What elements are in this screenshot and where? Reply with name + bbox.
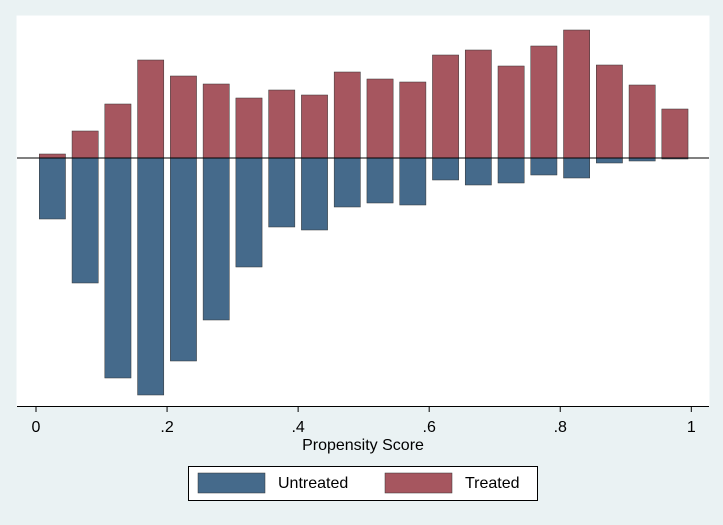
bar: [563, 157, 590, 179]
x-axis-title: Propensity Score: [302, 437, 424, 454]
bar: [596, 64, 623, 159]
bar: [530, 157, 558, 176]
bar: [399, 157, 427, 206]
bar: [170, 157, 197, 362]
x-tick-label: .2: [160, 419, 173, 436]
bar: [137, 157, 165, 396]
bar: [497, 157, 525, 184]
bar: [268, 89, 296, 159]
bar: [399, 81, 427, 159]
bar: [366, 78, 394, 159]
bar: [464, 157, 492, 186]
bar: [432, 54, 459, 159]
plot-region: [16, 15, 710, 407]
bar: [202, 157, 230, 321]
bar: [39, 153, 66, 159]
bar: [202, 83, 230, 159]
bar: [170, 75, 197, 159]
bar: [39, 157, 66, 220]
bar: [137, 59, 165, 159]
x-tick-label: 0: [32, 419, 41, 436]
x-tick-label: .4: [291, 419, 304, 436]
bar: [333, 157, 361, 208]
bar: [71, 130, 99, 159]
bar: [104, 103, 132, 159]
bar: [333, 71, 361, 159]
legend-label: Treated: [465, 475, 520, 492]
bar: [596, 157, 623, 164]
bar: [497, 65, 525, 159]
bar: [235, 157, 263, 268]
bar: [71, 157, 99, 284]
bar: [530, 45, 558, 159]
bar: [432, 157, 459, 181]
x-tick-label: .8: [554, 419, 567, 436]
bar: [104, 157, 132, 379]
legend-swatch: [384, 472, 453, 494]
bar: [366, 157, 394, 204]
bar: [628, 84, 656, 159]
bar: [301, 157, 328, 231]
bar: [464, 49, 492, 159]
x-tick-label: 1: [687, 419, 696, 436]
bar: [563, 29, 590, 159]
legend-swatch: [197, 472, 266, 494]
bar: [301, 94, 328, 159]
bar: [268, 157, 296, 228]
bar: [661, 108, 689, 159]
bar: [235, 97, 263, 159]
legend-label: Untreated: [278, 475, 348, 492]
x-tick-label: .6: [423, 419, 436, 436]
